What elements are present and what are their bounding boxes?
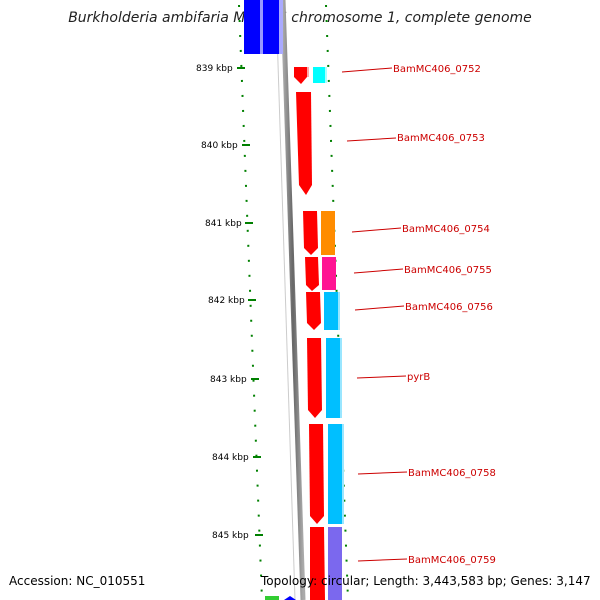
gene-bamMC406-0753[interactable] bbox=[296, 92, 312, 195]
gene-bamMC406-0759[interactable] bbox=[310, 527, 325, 600]
gene-label-bamMC406-0759[interactable]: BamMC406_0759 bbox=[408, 555, 496, 566]
cog-block-lightblue bbox=[328, 424, 342, 524]
map-title: Burkholderia ambifaria MC40-6 chromosome… bbox=[68, 10, 532, 26]
gene-bamMC406-0758[interactable] bbox=[309, 424, 324, 524]
cog-block-cyan bbox=[313, 67, 325, 83]
backbone-inner-edge bbox=[275, 0, 296, 600]
gene-labels: BamMC406_0752 BamMC406_0753 BamMC406_075… bbox=[393, 64, 496, 566]
gene-label-bamMC406-0754[interactable]: BamMC406_0754 bbox=[402, 224, 490, 235]
gene-bamMC406-0755[interactable] bbox=[305, 257, 319, 291]
gene-top-blue[interactable] bbox=[244, 0, 283, 54]
gene-label-bamMC406-0752[interactable]: BamMC406_0752 bbox=[393, 64, 481, 75]
cog-block-edge bbox=[342, 424, 344, 524]
gene-label-bamMC406-0756[interactable]: BamMC406_0756 bbox=[405, 302, 493, 313]
tick-label: 845 kbp bbox=[212, 531, 249, 541]
gene-bottom-partial[interactable] bbox=[265, 596, 296, 600]
cog-block-purple bbox=[328, 527, 342, 600]
tick-label: 843 kbp bbox=[210, 375, 247, 385]
label-leaders bbox=[341, 67, 408, 562]
tick-label: 839 kbp bbox=[196, 64, 233, 74]
tick-label: 841 kbp bbox=[205, 219, 242, 229]
gene-label-bamMC406-0755[interactable]: BamMC406_0755 bbox=[404, 265, 492, 276]
gene-bamMC406-0756[interactable] bbox=[306, 292, 321, 330]
cog-block-magenta bbox=[322, 257, 336, 290]
gene-bamMC406-0752[interactable] bbox=[294, 67, 309, 84]
cog-block-lightblue bbox=[326, 338, 340, 418]
cog-block-cyan-edge bbox=[325, 67, 327, 83]
gene-pyrB[interactable] bbox=[307, 338, 322, 418]
cog-block-edge bbox=[338, 292, 340, 330]
inner-tick-track bbox=[325, 4, 349, 600]
tick-label: 840 kbp bbox=[201, 141, 238, 151]
cog-block-orange bbox=[321, 211, 335, 255]
outer-tick-track bbox=[238, 4, 263, 600]
tick-label: 844 kbp bbox=[212, 453, 249, 463]
cog-track bbox=[313, 67, 344, 600]
cog-block-lightblue bbox=[324, 292, 338, 330]
tick-label: 842 kbp bbox=[208, 296, 245, 306]
scale-ticks: 839 kbp 840 kbp 841 kbp 842 kbp 843 kbp … bbox=[196, 64, 263, 541]
topology-text: Topology: circular; Length: 3,443,583 bp… bbox=[261, 574, 591, 588]
gene-bamMC406-0754[interactable] bbox=[303, 211, 318, 255]
gene-label-pyrB[interactable]: pyrB bbox=[407, 372, 430, 383]
gene-label-bamMC406-0753[interactable]: BamMC406_0753 bbox=[397, 133, 485, 144]
cog-block-edge bbox=[340, 338, 342, 418]
gene-label-bamMC406-0758[interactable]: BamMC406_0758 bbox=[408, 468, 496, 479]
chromosome-backbone bbox=[280, 0, 306, 600]
accession-text: Accession: NC_010551 bbox=[9, 574, 146, 588]
